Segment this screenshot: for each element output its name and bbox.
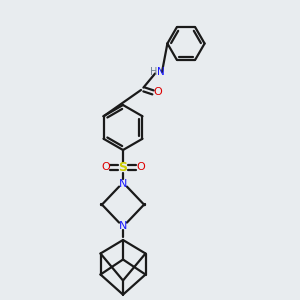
Text: H: H (150, 67, 158, 77)
Text: O: O (153, 87, 162, 98)
Text: N: N (119, 220, 127, 231)
Text: S: S (118, 161, 127, 174)
Text: O: O (101, 162, 110, 172)
Text: N: N (119, 178, 127, 189)
Text: O: O (136, 162, 145, 172)
Text: N: N (158, 67, 165, 77)
